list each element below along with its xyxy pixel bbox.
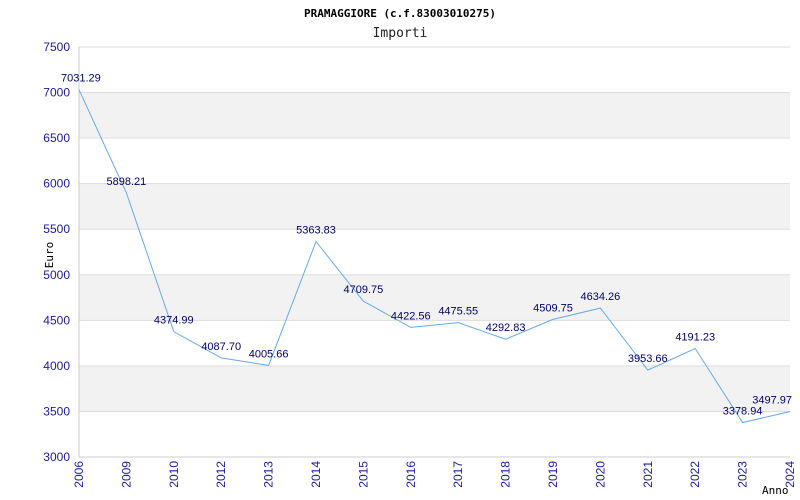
x-tick-label: 2024 — [783, 461, 797, 488]
x-tick-label: 2017 — [451, 461, 465, 488]
data-label: 5363.83 — [296, 225, 336, 237]
y-tick-label: 7500 — [43, 40, 70, 54]
data-label: 5898.21 — [107, 176, 147, 188]
data-label: 4087.70 — [201, 341, 241, 353]
data-label: 4475.55 — [438, 306, 478, 318]
y-tick-label: 4000 — [43, 359, 70, 373]
data-label: 4374.99 — [154, 315, 194, 327]
data-label: 4191.23 — [675, 331, 715, 343]
data-label: 3378.94 — [723, 405, 763, 417]
background-bands — [79, 92, 790, 412]
background-band — [79, 365, 790, 412]
y-tick-label: 4500 — [43, 313, 70, 327]
y-axis-title: Euro — [43, 242, 56, 269]
x-tick-label: 2012 — [214, 461, 228, 488]
x-tick-label: 2015 — [356, 461, 370, 488]
background-band — [79, 274, 790, 321]
x-tick-label: 2016 — [404, 461, 418, 488]
y-tick-label: 6500 — [43, 131, 70, 145]
data-label: 7031.29 — [61, 73, 101, 85]
data-label: 3497.97 — [752, 395, 792, 407]
gridlines — [79, 46, 790, 458]
x-tick-label: 2009 — [119, 461, 133, 488]
series-line — [78, 89, 791, 424]
data-label: 4509.75 — [533, 302, 573, 314]
y-tick-label: 3000 — [43, 450, 70, 464]
chart-subtitle: Importi — [373, 26, 428, 41]
x-tick-label: 2021 — [641, 461, 655, 488]
y-tick-label: 6000 — [43, 177, 70, 191]
x-tick-label: 2022 — [688, 461, 702, 488]
background-band — [79, 92, 790, 139]
y-tick-label: 3500 — [43, 404, 70, 418]
y-tick-labels: 3000 3500 4000 4500 5000 5500 6000 6500 7000 7500 — [43, 40, 70, 464]
chart-title: PRAMAGGIORE (c.f.83003010275) — [304, 7, 496, 20]
x-tick-label: 2023 — [736, 461, 750, 488]
x-tick-labels: 2006 2009 2010 2012 2013 2014 2015 2016 2017 2018… — [72, 461, 797, 488]
x-tick-label: 2019 — [546, 461, 560, 488]
x-tick-label: 2010 — [167, 461, 181, 488]
background-band — [79, 183, 790, 230]
y-tick-label: 5000 — [43, 268, 70, 282]
x-tick-label: 2018 — [499, 461, 513, 488]
x-tick-label: 2013 — [262, 461, 276, 488]
x-tick-label: 2006 — [72, 461, 86, 488]
y-tick-label: 5500 — [43, 222, 70, 236]
data-label: 4709.75 — [344, 284, 384, 296]
y-tick-label: 7000 — [43, 86, 70, 100]
data-label: 4292.83 — [486, 322, 526, 334]
data-label: 4005.66 — [249, 348, 289, 360]
x-tick-label: 2014 — [309, 461, 323, 488]
data-label: 3953.66 — [628, 353, 668, 365]
data-label: 4634.26 — [581, 291, 621, 303]
data-label: 4422.56 — [391, 310, 431, 322]
x-axis-title: Anno — [762, 484, 789, 497]
x-tick-label: 2020 — [593, 461, 607, 488]
data-labels: 7031.29 5898.21 4374.99 4087.70 4005.66 5363.… — [61, 73, 792, 418]
